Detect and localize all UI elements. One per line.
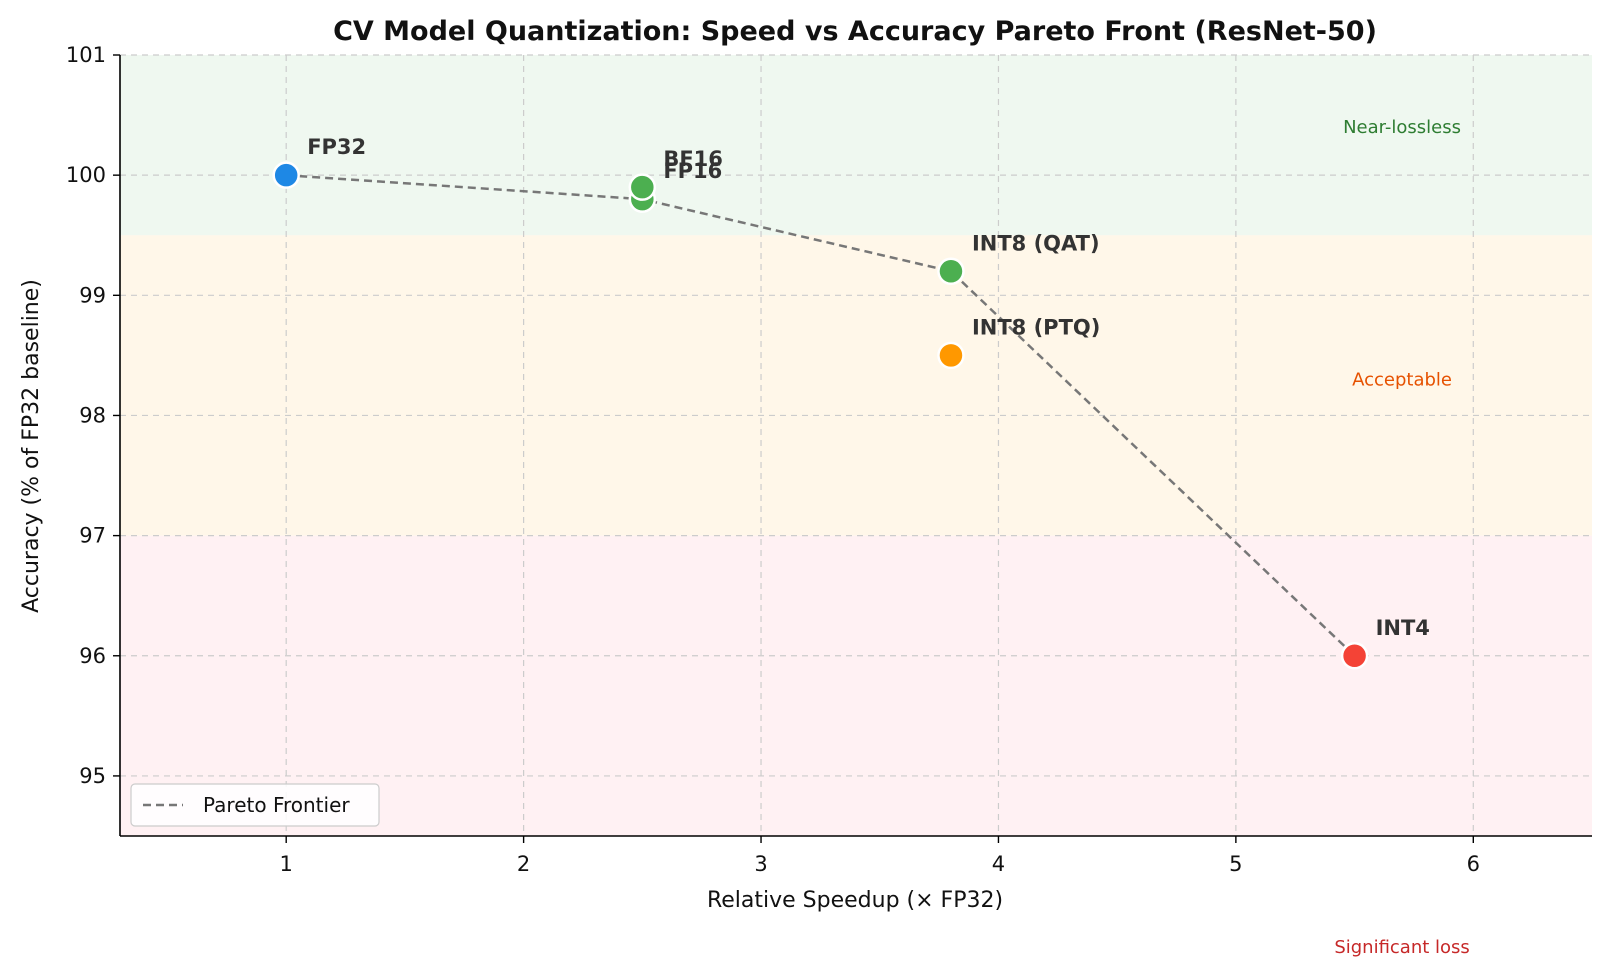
- x-tick-label: 4: [992, 852, 1005, 876]
- zone-label-near-lossless: Near-lossless: [1343, 117, 1461, 138]
- x-axis-label: Relative Speedup (× FP32): [707, 888, 1003, 913]
- pareto-frontier-line: [286, 173, 1356, 657]
- pareto-frontier-series: [286, 173, 1356, 657]
- zone-near-lossless: [120, 55, 1592, 236]
- tick-labels: 1 2 3 4 5 6 95 96 97 98 99 100 101: [66, 43, 1480, 876]
- x-tick-label: 1: [280, 852, 293, 876]
- y-tick-label: 101: [66, 43, 106, 67]
- grid-lines: [120, 54, 1592, 836]
- data-point-int8-ptq: [937, 341, 965, 370]
- legend-box: [130, 783, 380, 827]
- accuracy-zones: [120, 55, 1592, 836]
- point-label-int8-qat: INT8 (QAT): [972, 231, 1100, 255]
- legend-label-pareto-frontier: Pareto Frontier: [203, 793, 350, 817]
- y-tick-label: 98: [79, 403, 106, 427]
- point-label-bf16: BF16: [663, 147, 723, 171]
- zone-acceptable: [120, 235, 1592, 536]
- zone-label-significant-loss: Significant loss: [1334, 937, 1469, 958]
- data-point-fp32: [272, 161, 300, 189]
- y-tick-label: 95: [79, 764, 106, 788]
- y-tick-label: 99: [79, 283, 106, 307]
- data-point-int4: [1340, 642, 1369, 670]
- point-label-fp32: FP32: [307, 135, 366, 159]
- data-point-int8-qat: [937, 257, 965, 286]
- y-tick-label: 97: [79, 524, 106, 548]
- x-tick-label: 5: [1229, 852, 1242, 876]
- x-tick-label: 6: [1467, 852, 1480, 876]
- axes: [113, 54, 1592, 843]
- point-label-int8-ptq: INT8 (PTQ): [972, 315, 1100, 339]
- zone-labels: Near-lossless Acceptable Significant loss: [1334, 117, 1469, 958]
- data-point-bf16: [628, 173, 657, 201]
- y-tick-label: 96: [79, 644, 106, 668]
- x-tick-label: 3: [754, 852, 767, 876]
- zone-label-acceptable: Acceptable: [1352, 369, 1452, 390]
- legend: Pareto Frontier: [130, 783, 380, 827]
- x-tick-label: 2: [517, 852, 530, 876]
- point-label-int4: INT4: [1376, 616, 1430, 640]
- y-tick-label: 100: [66, 163, 106, 187]
- chart-title: CV Model Quantization: Speed vs Accuracy…: [333, 16, 1377, 47]
- point-label-fp16: FP16: [663, 159, 722, 183]
- y-axis-label: Accuracy (% of FP32 baseline): [19, 279, 44, 613]
